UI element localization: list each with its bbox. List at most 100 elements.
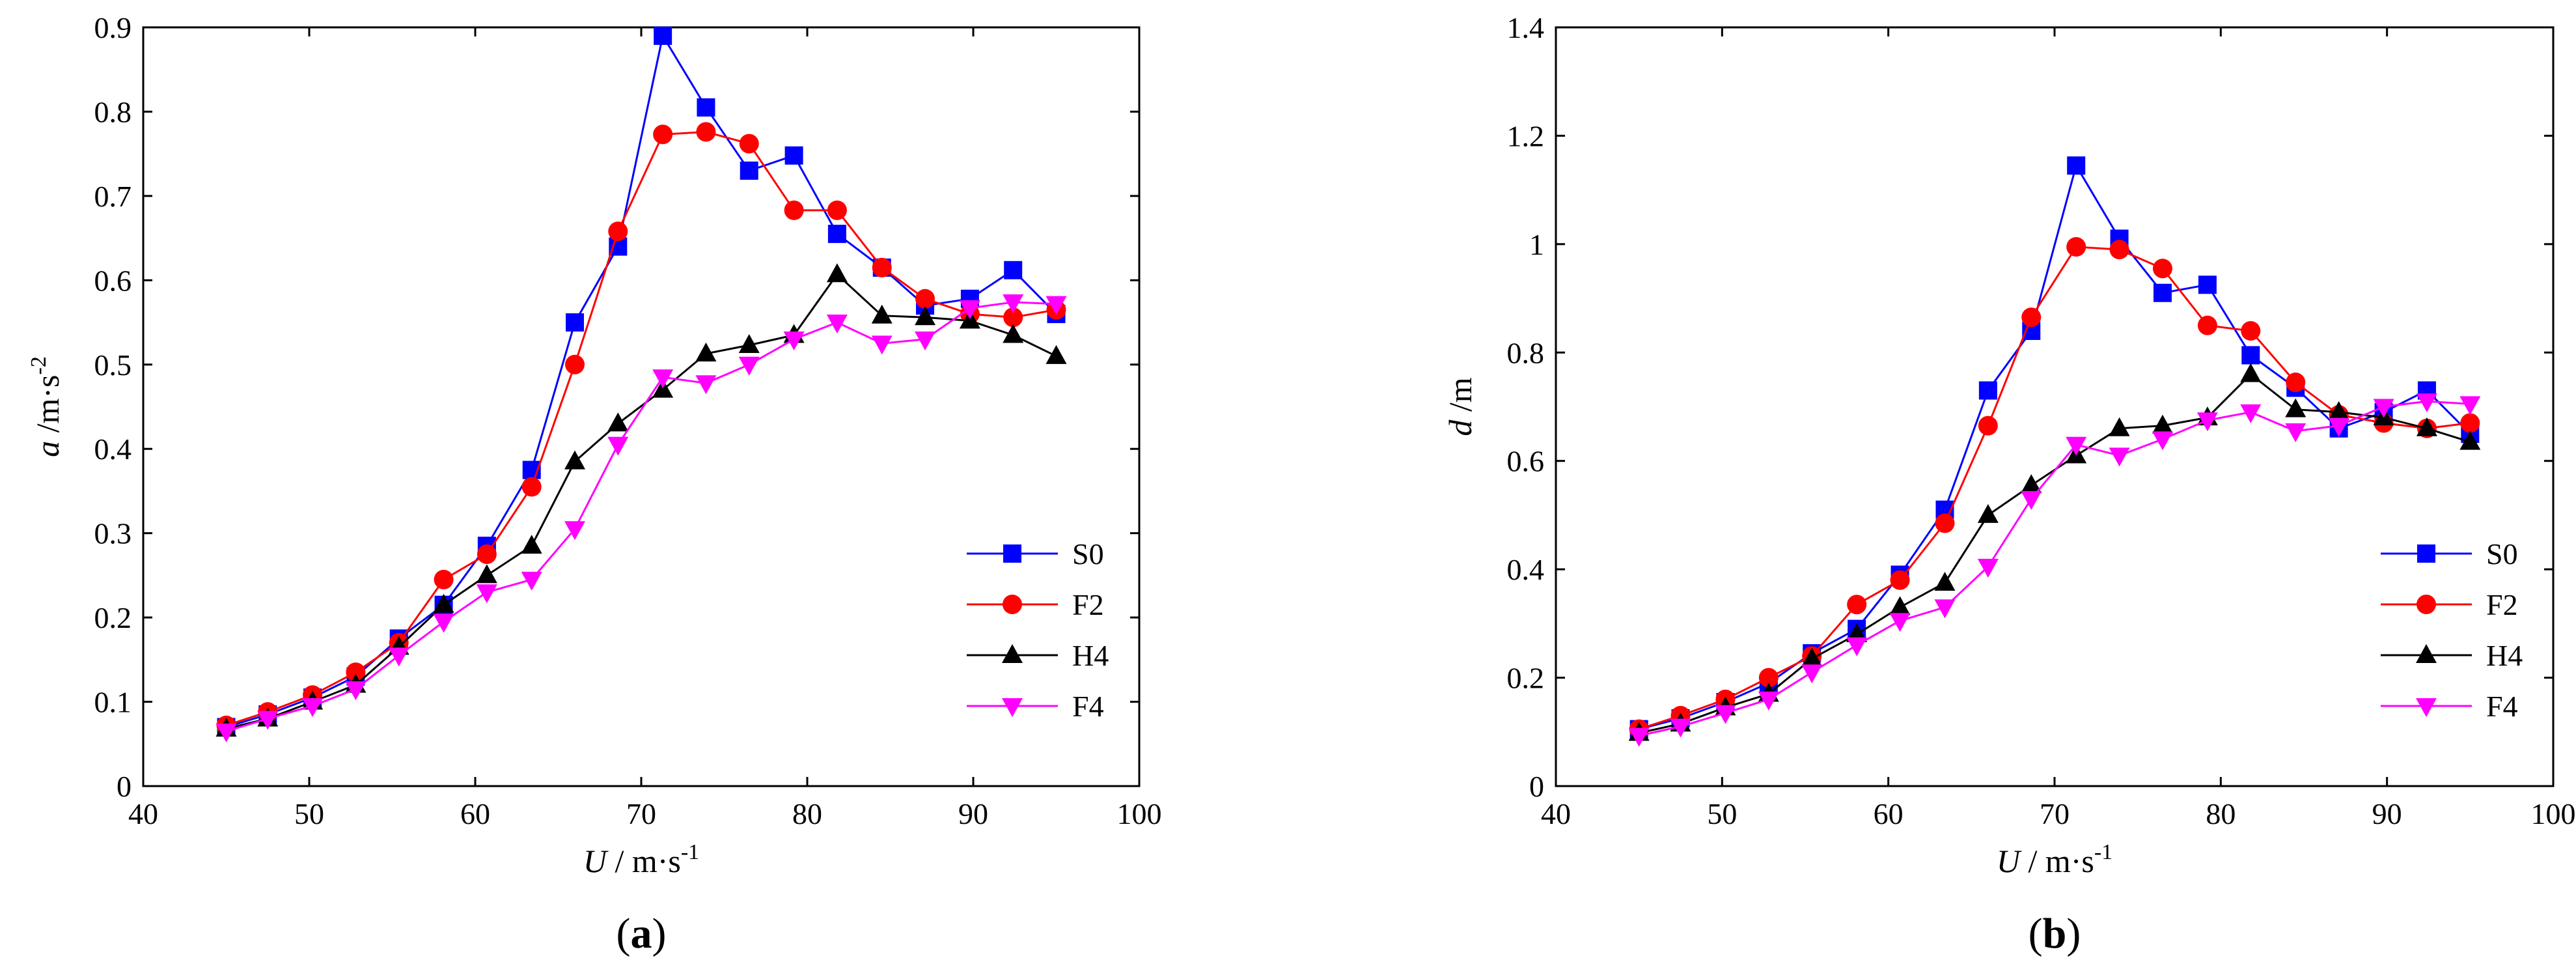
data-point-F4 <box>871 335 893 355</box>
data-point-H4 <box>738 334 760 354</box>
data-point-S0 <box>566 313 584 332</box>
data-point-F4 <box>1715 705 1736 724</box>
series-line-H4 <box>226 273 1057 730</box>
data-point-F2 <box>521 477 542 497</box>
data-point-F4 <box>2285 423 2306 442</box>
y-tick-label: 0.4 <box>1507 553 1545 586</box>
data-point-F4 <box>2240 404 2262 423</box>
legend-label-F4: F4 <box>1072 690 1104 723</box>
data-point-S0 <box>654 26 672 45</box>
data-point-H4 <box>1977 503 1999 523</box>
data-point-H4 <box>521 535 542 554</box>
legend-label-S0: S0 <box>2486 537 2518 571</box>
data-point-F2 <box>2109 240 2129 260</box>
data-point-F2 <box>1890 570 1910 590</box>
data-point-F4 <box>2109 447 2130 467</box>
data-point-H4 <box>476 564 497 584</box>
panel-label: (a) <box>616 910 667 957</box>
x-tick-label: 60 <box>1874 797 1904 830</box>
data-point-H4 <box>2240 363 2262 382</box>
data-point-H4 <box>1934 571 1956 591</box>
data-point-F4 <box>2196 412 2218 432</box>
legend-label-H4: H4 <box>1072 639 1109 672</box>
x-tick-label: 70 <box>2040 797 2070 830</box>
data-point-F4 <box>915 331 936 350</box>
x-tick-label: 40 <box>128 797 158 830</box>
data-point-F4 <box>1628 727 1650 747</box>
data-point-F2 <box>477 544 497 565</box>
data-point-F4 <box>652 369 674 389</box>
legend-marker-F2 <box>2417 595 2436 614</box>
data-point-S0 <box>1004 261 1023 279</box>
x-tick-label: 50 <box>294 797 324 830</box>
data-point-H4 <box>1889 596 1911 615</box>
legend-marker-S0 <box>2417 544 2435 563</box>
data-point-F4 <box>738 356 760 376</box>
data-point-F2 <box>2066 237 2086 257</box>
data-point-F4 <box>564 521 585 541</box>
data-point-H4 <box>2152 414 2173 434</box>
data-point-F4 <box>2373 399 2394 418</box>
data-point-H4 <box>1801 647 1823 667</box>
y-tick-label: 0.6 <box>94 264 132 297</box>
data-point-F2 <box>915 289 935 309</box>
data-point-F4 <box>1003 294 1024 313</box>
data-point-F4 <box>2328 417 2349 437</box>
data-point-H4 <box>695 342 717 361</box>
x-tick-label: 100 <box>1117 797 1162 830</box>
data-point-S0 <box>827 225 846 244</box>
panel-label: (b) <box>2029 910 2081 957</box>
data-point-F2 <box>2152 259 2172 279</box>
data-point-S0 <box>697 98 715 117</box>
data-point-F4 <box>476 584 497 604</box>
series-line-F2 <box>1639 246 2471 731</box>
data-point-H4 <box>2109 417 2130 436</box>
data-point-H4 <box>915 306 936 326</box>
data-point-F2 <box>565 354 585 374</box>
data-point-H4 <box>826 263 848 283</box>
data-point-S0 <box>784 146 803 165</box>
data-point-F2 <box>608 221 628 242</box>
data-point-S0 <box>2153 283 2172 302</box>
data-point-F2 <box>827 200 847 220</box>
y-tick-label: 0.6 <box>1507 445 1545 478</box>
data-point-F2 <box>2286 373 2306 393</box>
data-point-F4 <box>695 375 717 395</box>
data-point-H4 <box>2459 430 2481 450</box>
data-point-F2 <box>346 662 366 683</box>
x-tick-label: 50 <box>1707 797 1737 830</box>
y-tick-label: 1 <box>1529 228 1544 261</box>
data-point-H4 <box>2021 474 2042 494</box>
y-tick-label: 0.4 <box>94 432 132 466</box>
y-tick-label: 1.4 <box>1507 11 1545 44</box>
data-point-S0 <box>1978 381 1997 400</box>
data-point-H4 <box>1003 324 1024 343</box>
legend-label-F2: F2 <box>2486 588 2518 621</box>
data-point-F4 <box>1670 718 1691 738</box>
data-point-F4 <box>302 698 324 718</box>
legend-marker-H4 <box>2416 644 2437 663</box>
x-tick-label: 40 <box>1541 797 1571 830</box>
data-point-F4 <box>1934 599 1956 619</box>
x-tick-label: 60 <box>460 797 490 830</box>
y-tick-label: 0.2 <box>94 601 132 634</box>
data-point-F2 <box>1847 595 1867 615</box>
data-point-F4 <box>433 613 454 633</box>
data-point-F4 <box>959 300 980 320</box>
y-tick-label: 0.7 <box>94 180 132 213</box>
data-point-F4 <box>1758 691 1779 711</box>
data-point-F4 <box>388 647 409 667</box>
legend-label-S0: S0 <box>1072 537 1104 571</box>
data-point-H4 <box>2416 417 2437 436</box>
data-point-F4 <box>2066 436 2087 456</box>
y-tick-label: 0.1 <box>94 686 132 719</box>
series-line-S0 <box>1639 163 2471 731</box>
data-point-F2 <box>2241 321 2261 341</box>
data-point-F4 <box>2021 490 2042 510</box>
legend-marker-F4 <box>1002 698 1023 717</box>
data-point-F2 <box>653 124 673 145</box>
data-point-F2 <box>1758 668 1779 688</box>
x-tick-label: 90 <box>958 797 988 830</box>
legend-marker-S0 <box>1003 544 1021 563</box>
